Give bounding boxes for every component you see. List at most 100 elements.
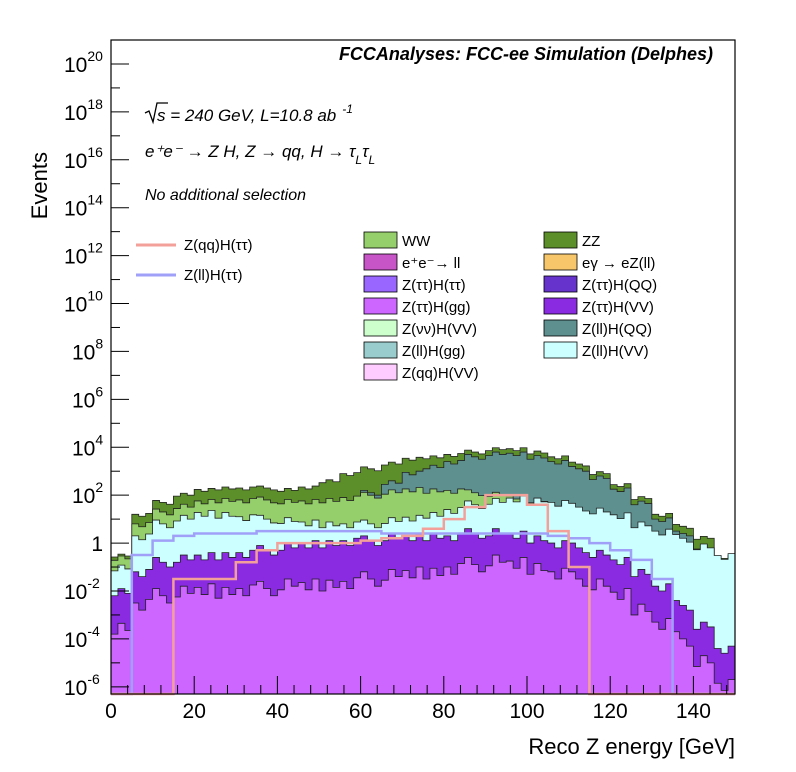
legend-swatch: [363, 319, 398, 337]
y-tick-label: 10-6: [64, 671, 100, 700]
y-tick-label: 106: [72, 383, 103, 412]
legend-swatch: [543, 297, 578, 315]
legend-swatch: [363, 253, 398, 271]
legend-label: ZZ: [582, 233, 600, 250]
y-tick-exp: 4: [95, 431, 103, 447]
energy-rest: = 240 GeV, L=10.8 ab: [166, 106, 337, 125]
energy-annotation: s = 240 GeV, L=10.8 ab -1: [157, 102, 353, 125]
y-tick-base: 10: [64, 629, 87, 652]
y-tick-exp: 6: [95, 383, 103, 399]
process-annotation: e⁺e⁻ → Z H, Z → qq, H → τLτL: [145, 142, 375, 167]
x-tick-label: 100: [509, 700, 544, 723]
y-tick-label: 1: [91, 533, 103, 556]
x-tick-label: 0: [105, 700, 117, 723]
process-sub1: L: [355, 153, 362, 167]
legend-label: Z(ττ)H(gg): [402, 299, 471, 316]
y-tick-exp: 8: [95, 335, 103, 351]
y-tick-base: 10: [72, 437, 95, 460]
legend-signal-label: Z(qq)H(ττ): [184, 237, 253, 254]
y-tick-exp: -2: [87, 575, 100, 591]
energy-exp: -1: [342, 102, 353, 116]
y-axis-ticks: 10-610-410-21102104106108101010121014101…: [64, 48, 129, 700]
y-tick-base: 10: [72, 485, 95, 508]
y-tick-label: 1010: [64, 288, 103, 317]
x-tick-label: 120: [593, 700, 628, 723]
legend-signal-label: Z(ll)H(ττ): [184, 267, 243, 284]
x-tick-label: 60: [349, 700, 372, 723]
y-tick-exp: 16: [87, 144, 103, 160]
legend: Z(qq)H(ττ) Z(ll)H(ττ) WW ZZ e⁺e⁻→ ll eγ → eZ(…: [136, 231, 657, 382]
legend-swatch: [363, 231, 398, 249]
legend-label: Z(ττ)H(ττ): [402, 277, 466, 294]
y-tick-label: 10-4: [64, 623, 100, 652]
process-mid: τ: [362, 142, 370, 161]
signal-zllhtt-line: [111, 529, 735, 696]
legend-label: Z(qq)H(VV): [402, 365, 479, 382]
signal-zqqhtt-line: [111, 493, 735, 696]
legend-label: eγ → eZ(ll): [582, 255, 655, 272]
legend-label: e⁺e⁻→ ll: [402, 255, 460, 272]
y-tick-label: 1020: [64, 48, 103, 77]
y-tick-base: 1: [91, 533, 103, 556]
x-axis-ticks: 0 20 40 60 80 100 120 140: [105, 676, 728, 723]
y-tick-base: 10: [64, 246, 87, 269]
legend-swatch: [543, 341, 578, 359]
annotations: s = 240 GeV, L=10.8 ab -1 e⁺e⁻ → Z H, Z →…: [144, 102, 375, 204]
y-tick-label: 10-2: [64, 575, 100, 604]
y-tick-label: 1014: [64, 192, 103, 221]
x-axis-title: Reco Z energy [GeV]: [528, 734, 735, 759]
legend-label: Z(ττ)H(QQ): [582, 277, 657, 294]
plot-frame: [110, 39, 736, 695]
legend-label: Z(ττ)H(VV): [582, 299, 654, 316]
legend-label: Z(ll)H(gg): [402, 343, 465, 360]
energy-s: s: [157, 106, 166, 125]
legend-label: Z(ll)H(VV): [582, 343, 649, 360]
legend-swatch: [543, 275, 578, 293]
y-tick-exp: 12: [87, 240, 103, 256]
stack-layers: [110, 447, 736, 695]
ztthgg-layer: [110, 554, 736, 695]
process-sub2: L: [368, 153, 375, 167]
y-tick-base: 10: [64, 150, 87, 173]
y-tick-base: 10: [72, 389, 95, 412]
y-tick-exp: -4: [87, 623, 100, 639]
y-tick-base: 10: [64, 102, 87, 125]
sqrt-symbol: [144, 102, 168, 125]
y-tick-exp: 18: [87, 96, 103, 112]
legend-swatch: [363, 275, 398, 293]
y-tick-label: 102: [72, 479, 103, 508]
selection-annotation: No additional selection: [145, 187, 306, 204]
y-axis-title: Events: [27, 152, 52, 219]
x-tick-label: 80: [432, 700, 455, 723]
y-tick-base: 10: [64, 294, 87, 317]
y-tick-base: 10: [72, 341, 95, 364]
y-tick-exp: 2: [95, 479, 103, 495]
y-tick-label: 1012: [64, 240, 103, 269]
signal-lines: [111, 493, 735, 696]
y-tick-base: 10: [64, 54, 87, 77]
chart-title: FCCAnalyses: FCC-ee Simulation (Delphes): [339, 44, 713, 64]
x-tick-label: 140: [676, 700, 711, 723]
legend-swatch: [543, 253, 578, 271]
y-tick-exp: 14: [87, 192, 103, 208]
y-tick-label: 104: [72, 431, 103, 460]
y-tick-base: 10: [64, 677, 87, 700]
y-tick-exp: -6: [87, 671, 100, 687]
legend-label: WW: [402, 233, 431, 250]
y-tick-exp: 10: [87, 288, 103, 304]
legend-label: Z(ll)H(QQ): [582, 321, 652, 338]
legend-swatch: [363, 363, 398, 381]
y-tick-exp: 20: [87, 48, 103, 64]
legend-label: Z(νν)H(VV): [402, 321, 477, 338]
legend-swatch: [543, 231, 578, 249]
x-tick-label: 40: [266, 700, 289, 723]
y-tick-label: 108: [72, 335, 103, 364]
legend-swatch: [363, 341, 398, 359]
legend-swatch: [543, 319, 578, 337]
y-tick-label: 1016: [64, 144, 103, 173]
y-tick-base: 10: [64, 581, 87, 604]
legend-swatch: [363, 297, 398, 315]
y-tick-label: 1018: [64, 96, 103, 125]
y-tick-base: 10: [64, 198, 87, 221]
